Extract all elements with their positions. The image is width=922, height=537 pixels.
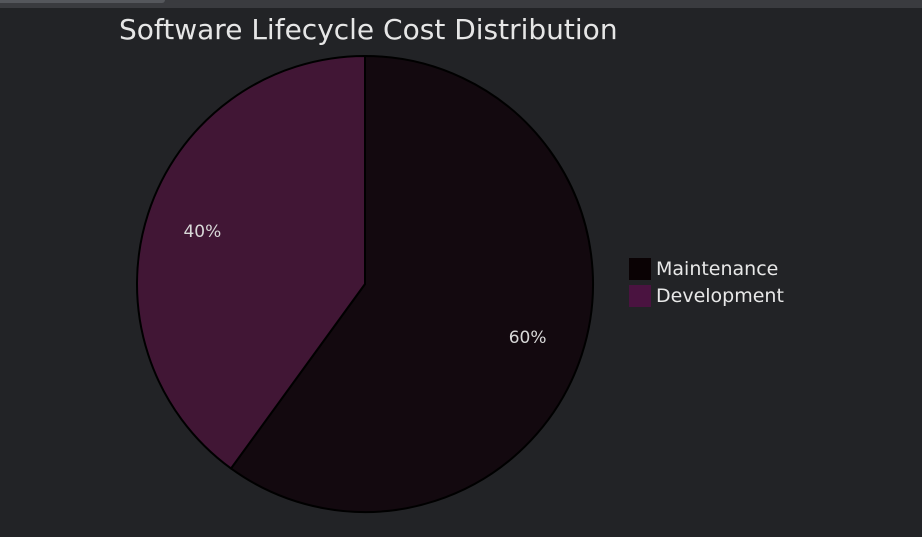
legend-item-development[interactable]: Development xyxy=(629,282,784,309)
legend-item-maintenance[interactable]: Maintenance xyxy=(629,255,784,282)
pie-slice-maintenance[interactable] xyxy=(229,54,594,513)
pie-slice-development[interactable] xyxy=(136,54,366,470)
legend-swatch-development xyxy=(629,284,651,307)
legend: Maintenance Development xyxy=(629,255,784,309)
pie-chart: 60% 40% xyxy=(136,54,594,513)
legend-label-development: Development xyxy=(656,284,784,307)
legend-swatch-maintenance xyxy=(629,257,651,280)
chart-title: Software Lifecycle Cost Distribution xyxy=(119,13,618,46)
window-tab xyxy=(0,0,165,3)
slice-label-development: 40% xyxy=(183,222,221,242)
legend-label-maintenance: Maintenance xyxy=(656,257,779,280)
window-top-strip xyxy=(0,0,922,8)
chart-area: Software Lifecycle Cost Distribution 60%… xyxy=(0,8,922,537)
slice-label-maintenance: 60% xyxy=(509,328,547,348)
